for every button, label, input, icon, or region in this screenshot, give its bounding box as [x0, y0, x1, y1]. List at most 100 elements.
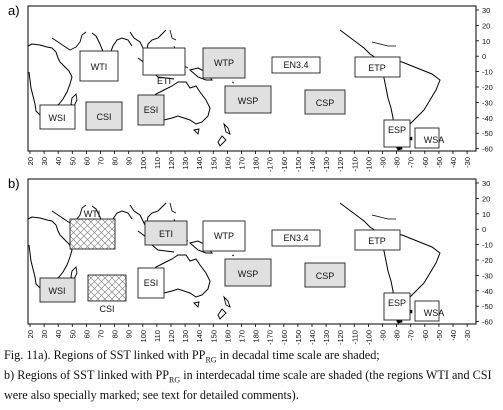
region-csp-label: CSP: [316, 98, 335, 108]
x-tick-label: -170: [266, 330, 275, 345]
region-wsi-box: [39, 104, 76, 130]
region-wtp-box: [202, 220, 246, 252]
x-tick-label: -70: [407, 157, 416, 168]
x-tick-label: -130: [322, 330, 331, 345]
region-boxes: WTI ETI WTP EN3.4 ETP WSI CSI ESI WSP CSP ESP WSA: [39, 209, 445, 322]
x-tick-label: 50: [68, 330, 77, 338]
y-tick-label: 30: [482, 179, 490, 188]
x-tick-label: 50: [68, 157, 77, 165]
region-eti-label: ETI: [157, 76, 171, 86]
x-axis: 20 30 40 50 60 70 80 90 100 110 120 130 140 150 160 170…: [26, 151, 472, 172]
x-tick-label: -100: [364, 157, 373, 172]
y-axis: 30 20 10 0 -10 -20 -30 -40 -50 -60: [476, 179, 493, 327]
x-tick-label: 110: [153, 157, 162, 169]
y-tick-label: -50: [482, 302, 493, 311]
x-tick-label: -140: [308, 157, 317, 172]
x-tick-label: -170: [266, 157, 275, 172]
x-tick-label: 150: [209, 330, 218, 343]
x-tick-label: 60: [82, 330, 91, 338]
region-en34-label: EN3.4: [283, 233, 308, 243]
x-tick-label: 110: [153, 330, 162, 342]
x-tick-label: -160: [280, 330, 289, 345]
region-wsa-label: WSA: [424, 308, 445, 318]
x-tick-label: 150: [209, 157, 218, 170]
x-tick-label: 90: [125, 330, 134, 338]
x-tick-label: -90: [379, 330, 388, 341]
x-tick-label: 80: [111, 157, 120, 165]
caption-text: b) Regions of SST linked with PP: [4, 367, 170, 382]
x-tick-label: 40: [54, 157, 63, 165]
region-esi-label: ESI: [144, 105, 159, 115]
x-tick-label: -60: [421, 330, 430, 341]
x-tick-label: 70: [97, 330, 106, 338]
y-tick-label: -10: [482, 241, 493, 250]
caption-text: Fig. 11a). Regions of SST linked with PP: [4, 348, 206, 362]
figure-caption: Fig. 11a). Regions of SST linked with PP…: [4, 348, 499, 403]
region-csp-box: [304, 89, 346, 115]
x-tick-label: 40: [54, 330, 63, 338]
y-tick-label: -30: [482, 271, 493, 280]
region-wtp-box: [202, 47, 246, 79]
x-tick-label: -120: [336, 157, 345, 172]
x-tick-label: 130: [181, 330, 190, 343]
x-tick-label: 130: [181, 157, 190, 170]
region-csi-label: CSI: [99, 304, 114, 314]
y-tick-label: -20: [482, 256, 493, 265]
x-tick-label: 120: [167, 157, 176, 170]
x-tick-label: 160: [223, 157, 232, 170]
y-tick-label: 20: [482, 21, 490, 30]
y-tick-label: 20: [482, 194, 490, 203]
y-tick-label: -30: [482, 98, 493, 107]
x-tick-label: -60: [421, 157, 430, 168]
region-eti-box: [144, 220, 188, 246]
region-wsa-label: WSA: [424, 135, 445, 145]
region-wsi-box: [39, 277, 76, 303]
x-tick-label: 170: [238, 157, 247, 170]
x-tick-label: -160: [280, 157, 289, 172]
x-tick-label: 120: [167, 330, 176, 343]
region-esp-box: [383, 119, 411, 148]
y-tick-label: 30: [482, 6, 490, 15]
x-tick-label: 60: [82, 157, 91, 165]
region-csp-label: CSP: [316, 271, 335, 281]
region-etp-box: [354, 56, 401, 78]
region-csi-label: CSI: [96, 112, 111, 122]
x-tick-label: 20: [26, 157, 35, 165]
y-tick-label: -20: [482, 83, 493, 92]
y-tick-label: -60: [482, 145, 493, 154]
region-wtp-label: WTP: [214, 58, 234, 68]
region-wti-label: WTI: [91, 62, 108, 72]
y-tick-label: -40: [482, 287, 493, 296]
region-etp-label: ETP: [368, 63, 386, 73]
y-tick-label: 0: [482, 52, 486, 61]
x-tick-label: -30: [463, 330, 472, 341]
y-tick-label: -50: [482, 129, 493, 138]
x-tick-label: 70: [97, 157, 106, 165]
x-tick-label: -150: [294, 330, 303, 345]
x-tick-label: -70: [407, 330, 416, 341]
x-axis: 20 30 40 50 60 70 80 90 100 110 120 130 140 150 160 170…: [26, 324, 472, 345]
region-eti-label: ETI: [159, 229, 173, 239]
region-wsp-box: [224, 258, 272, 287]
region-en34-box: [271, 56, 321, 74]
x-tick-label: -50: [435, 330, 444, 341]
x-tick-label: -110: [350, 157, 359, 171]
caption-text: in interdecadal time scale are shaded (t…: [4, 367, 492, 402]
x-tick-label: -80: [393, 157, 402, 168]
caption-text: in decadal time scale are shaded;: [216, 348, 380, 362]
region-wsp-label: WSP: [238, 96, 259, 106]
y-tick-label: 0: [482, 225, 486, 234]
region-csi-box: [85, 101, 123, 131]
x-tick-label: -130: [322, 157, 331, 172]
region-etp-box: [354, 229, 401, 251]
region-wsp-label: WSP: [238, 269, 259, 279]
y-axis: 30 20 10 0 -10 -20 -30 -40 -50 -60: [476, 6, 493, 154]
region-csi-box: [87, 274, 127, 302]
x-tick-label: -50: [435, 157, 444, 168]
y-tick-label: 10: [482, 210, 490, 219]
x-tick-label: -110: [350, 330, 359, 344]
x-tick-label: 140: [195, 330, 204, 343]
